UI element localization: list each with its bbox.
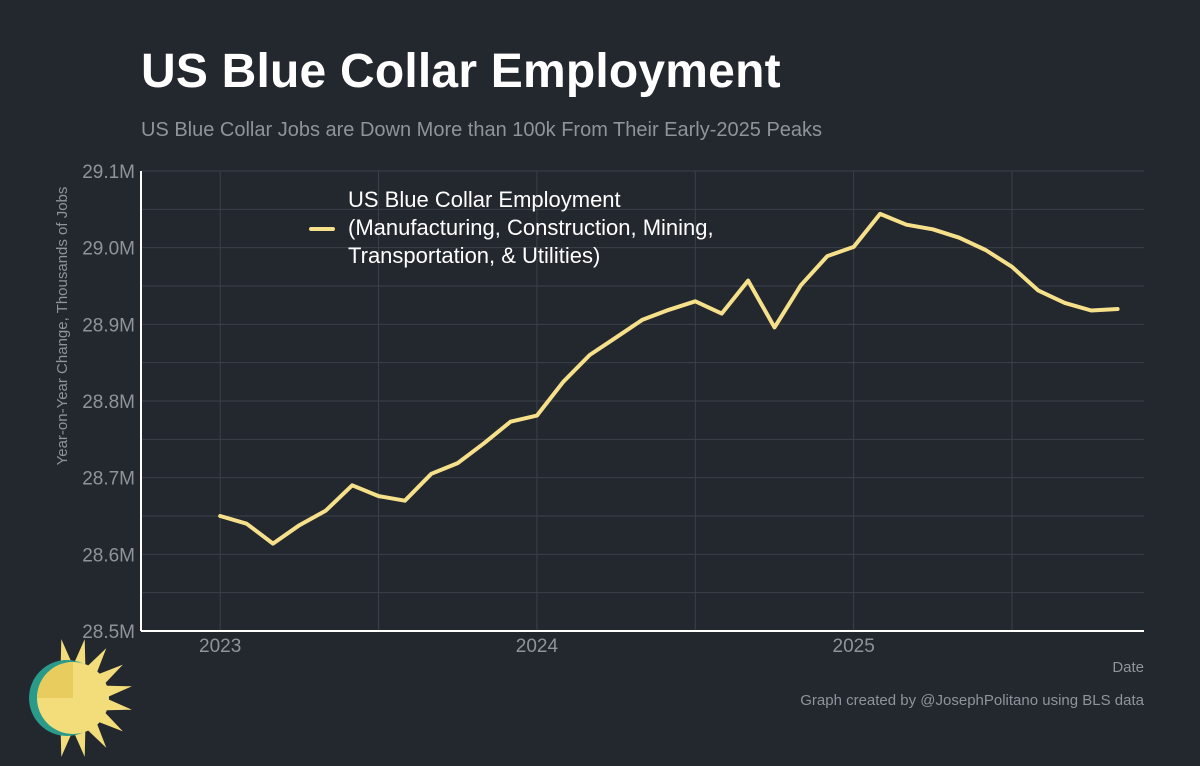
y-tick-label: 28.9M [82,315,135,336]
axes [140,171,1144,632]
series-layer [218,211,1120,546]
x-tick-label: 2024 [516,636,559,657]
footer-credit: Graph created by @JosephPolitano using B… [800,692,1144,709]
y-tick-label: 28.6M [82,545,135,566]
axis-labels: 28.5M 28.6M 28.7M 28.8M 28.9M 29.0M 29.1M 2023 2… [54,162,1144,676]
x-axis-title: Date [1112,659,1144,676]
page-title: US Blue Collar Employment [141,45,781,98]
x-tick-label: 2023 [199,636,241,657]
y-tick-label: 29.0M [82,239,135,260]
grid-lines [141,170,1144,631]
y-tick-label: 28.8M [82,392,135,413]
sun-logo-icon [29,639,132,757]
y-tick-label: 28.5M [82,622,135,643]
y-tick-label: 29.1M [82,162,135,183]
y-tick-label: 28.7M [82,469,135,490]
page-subtitle: US Blue Collar Jobs are Down More than 1… [141,119,823,141]
y-axis-title: Year-on-Year Change, Thousands of Jobs [54,187,71,466]
legend: US Blue Collar Employment (Manufacturing,… [309,187,714,268]
series-line-blue-collar-employment [218,211,1120,546]
x-tick-label: 2025 [833,636,875,657]
legend-label: US Blue Collar Employment (Manufacturing,… [348,187,714,268]
